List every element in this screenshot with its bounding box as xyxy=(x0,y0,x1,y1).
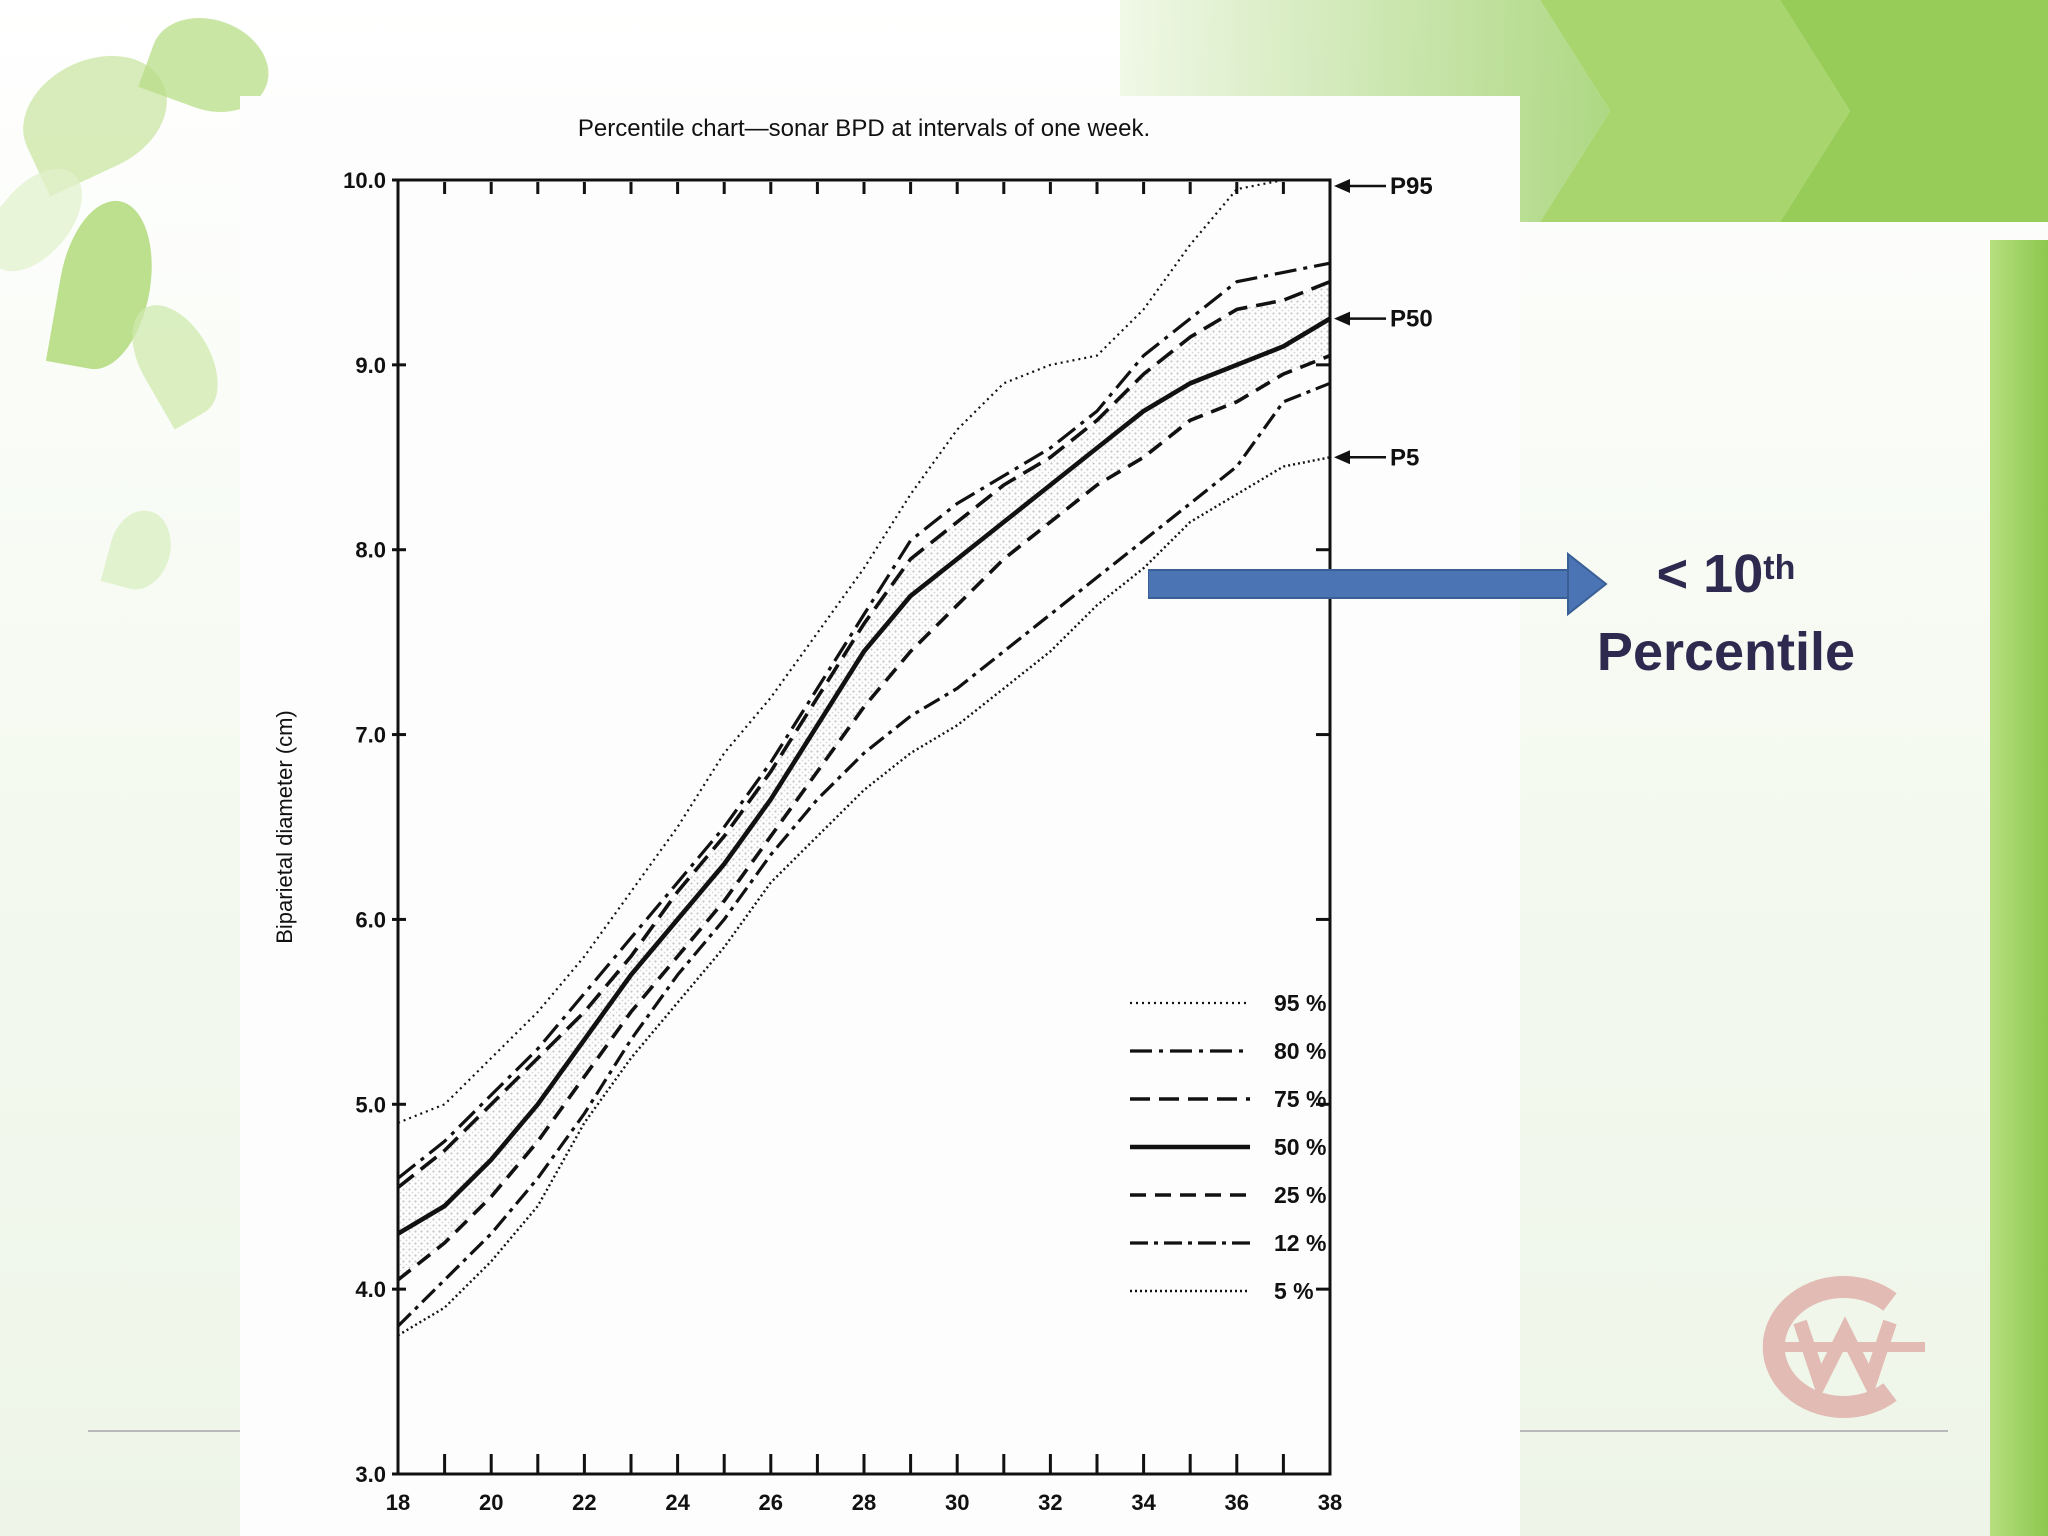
y-tick-label: 9.0 xyxy=(355,353,386,378)
y-tick-label: 3.0 xyxy=(355,1462,386,1487)
x-tick-label: 22 xyxy=(572,1490,596,1515)
x-tick-label: 32 xyxy=(1038,1490,1062,1515)
percentile-pointer-head xyxy=(1334,450,1350,465)
chart-figure: Percentile chart—sonar BPD at intervals … xyxy=(272,115,1433,1515)
x-tick-label: 38 xyxy=(1318,1490,1342,1515)
shaded-band xyxy=(398,281,1330,1280)
percentile-label: P50 xyxy=(1390,306,1433,333)
x-tick-label: 34 xyxy=(1131,1490,1156,1515)
y-tick-label: 6.0 xyxy=(355,907,386,932)
legend-label: 12 % xyxy=(1274,1230,1326,1256)
x-tick-label: 18 xyxy=(386,1490,410,1515)
chart-title: Percentile chart—sonar BPD at intervals … xyxy=(578,115,1150,142)
x-tick-label: 28 xyxy=(852,1490,876,1515)
legend-label: 5 % xyxy=(1274,1278,1314,1304)
legend-label: 80 % xyxy=(1274,1038,1326,1064)
series-line-25 xyxy=(396,353,1331,1282)
x-tick-label: 20 xyxy=(479,1490,503,1515)
callout-arrow xyxy=(1148,552,1608,617)
series-line-50 xyxy=(396,316,1332,1236)
series-line-80 xyxy=(397,261,1331,1180)
y-tick-label: 4.0 xyxy=(355,1277,386,1302)
y-tick-label: 5.0 xyxy=(355,1092,386,1117)
divider-line-right xyxy=(1520,1430,1948,1432)
x-tick-label: 30 xyxy=(945,1490,969,1515)
percentile-label: P95 xyxy=(1390,173,1433,200)
percentile-label: P5 xyxy=(1390,444,1419,471)
series-line-75 xyxy=(396,280,1331,1189)
percentile-annotation: < 10th Percentile xyxy=(1586,535,1866,691)
legend-label: 95 % xyxy=(1274,990,1326,1016)
y-tick-label: 8.0 xyxy=(355,538,386,563)
divider-line-left xyxy=(88,1430,248,1432)
series-line-12 xyxy=(396,381,1331,1328)
x-tick-label: 26 xyxy=(759,1490,783,1515)
institution-logo xyxy=(1762,1276,1925,1418)
x-tick-label: 36 xyxy=(1225,1490,1249,1515)
annotation-line1: < 10th xyxy=(1656,544,1796,604)
y-tick-label: 10.0 xyxy=(343,168,386,193)
x-tick-label: 24 xyxy=(665,1490,690,1515)
annotation-line2: Percentile xyxy=(1596,622,1856,682)
legend-label: 50 % xyxy=(1274,1134,1326,1160)
y-tick-label: 7.0 xyxy=(355,723,386,748)
legend-label: 25 % xyxy=(1274,1182,1326,1208)
right-green-bar xyxy=(1990,240,2048,1536)
percentile-pointer-head xyxy=(1334,179,1350,193)
chart-panel: Percentile chart—sonar BPD at intervals … xyxy=(240,96,1520,1536)
percentile-pointer-head xyxy=(1334,311,1350,326)
y-axis-label: Biparietal diameter (cm) xyxy=(272,710,297,944)
series-line-95 xyxy=(397,178,1330,1124)
legend-label: 75 % xyxy=(1274,1086,1326,1112)
